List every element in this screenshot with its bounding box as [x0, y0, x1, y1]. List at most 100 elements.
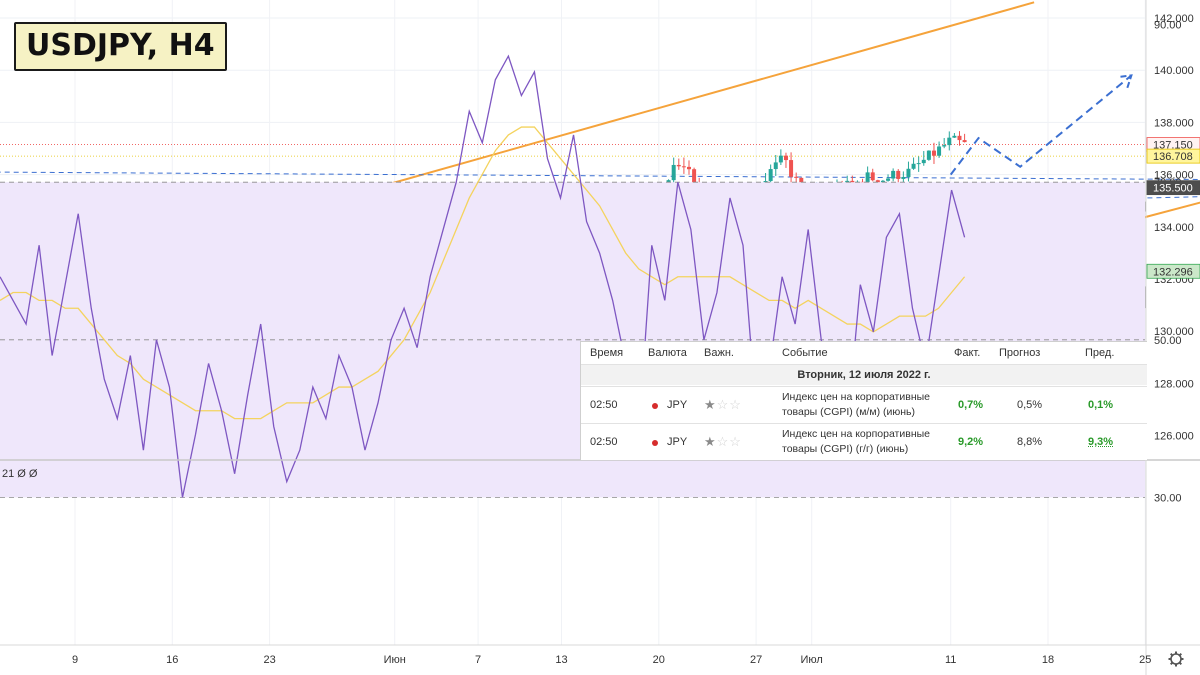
settings-gear-icon[interactable] [1168, 651, 1184, 667]
candle-body [681, 166, 686, 168]
candle-body [937, 146, 942, 156]
jpy-flag-icon [652, 403, 658, 409]
x-tick-label: 27 [750, 654, 762, 666]
header-event: Событие [782, 347, 828, 359]
candle-body [676, 164, 681, 167]
candle-body [799, 177, 804, 184]
y-tick-label: 50.00 [1154, 335, 1182, 347]
candle-body [692, 169, 697, 184]
candle-body [901, 176, 906, 179]
candle-body [916, 163, 921, 165]
x-tick-label: 13 [555, 654, 567, 666]
event-forecast: 0,5% [1017, 399, 1043, 411]
price-label: 132.296 [1153, 266, 1193, 278]
header-importance: Важн. [704, 347, 734, 359]
event-row[interactable]: 02:50 JPY ★☆☆ Индекс цен на корпоративны… [581, 423, 1147, 461]
rsi-legend: 21 Ø Ø [2, 468, 38, 480]
event-time: 02:50 [590, 436, 618, 448]
event-currency: JPY [667, 399, 688, 411]
candle-body [870, 172, 875, 181]
event-actual: 0,7% [958, 399, 984, 411]
y-tick-label: 126.000 [1154, 431, 1194, 443]
event-previous: 9,3% [1088, 436, 1114, 448]
projection-arrowhead [1118, 74, 1133, 89]
candle-body [926, 150, 931, 160]
candle-body [942, 145, 947, 147]
projection-path [949, 74, 1133, 176]
x-tick-label: Июн [384, 654, 406, 666]
event-title: Индекс цен на корпоративные товары (CGPI… [782, 428, 930, 455]
candle-body [906, 168, 911, 177]
y-tick-label: 90.00 [1154, 20, 1182, 32]
gear-tooth [1169, 661, 1174, 666]
header-previous: Пред. [1085, 347, 1115, 359]
candle-body [931, 150, 936, 156]
importance-stars-icon: ★☆☆ [704, 397, 742, 412]
candle-body [952, 135, 957, 138]
y-tick-label: 30.00 [1154, 492, 1182, 504]
economic-calendar-table: Время Валюта Важн. Событие Факт. Прогноз… [580, 341, 1147, 460]
candle-body [957, 135, 962, 141]
trend-line [0, 171, 1200, 180]
events-header-row: Время Валюта Важн. Событие Факт. Прогноз… [581, 342, 1147, 365]
y-tick-label: 130.000 [1154, 326, 1194, 338]
candle-body [886, 178, 891, 181]
chart-title: USDJPY, H4 [14, 22, 227, 71]
candle-body [896, 170, 901, 179]
event-row[interactable]: 02:50 JPY ★☆☆ Индекс цен на корпоративны… [581, 386, 1147, 424]
price-label: 135.500 [1153, 183, 1193, 195]
candle-body [911, 163, 916, 169]
price-label: 137.150 [1153, 140, 1193, 152]
events-date-row: Вторник, 12 июля 2022 г. [581, 365, 1147, 385]
candle-body [947, 137, 952, 146]
x-tick-label: 9 [72, 654, 78, 666]
candle-body [891, 170, 896, 179]
x-tick-label: 16 [166, 654, 178, 666]
x-tick-label: Июл [801, 654, 823, 666]
header-currency: Валюта [648, 347, 687, 359]
gear-tooth [1178, 661, 1183, 666]
candle-body [921, 159, 926, 164]
header-forecast: Прогноз [999, 347, 1041, 359]
gear-tooth [1178, 652, 1183, 657]
gear-tooth [1169, 652, 1174, 657]
y-tick-label: 140.000 [1154, 65, 1194, 77]
y-tick-label: 128.000 [1154, 378, 1194, 390]
event-time: 02:50 [590, 399, 618, 411]
candle-body [865, 172, 870, 185]
jpy-flag-icon [652, 440, 658, 446]
y-tick-label: 138.000 [1154, 117, 1194, 129]
candle-body [789, 160, 794, 177]
rsi-ma-line [0, 126, 966, 420]
x-tick-label: 7 [475, 654, 481, 666]
x-tick-label: 23 [263, 654, 275, 666]
candle-body [687, 166, 691, 170]
candle-body [773, 162, 778, 170]
candle-body [962, 140, 967, 143]
x-tick-label: 25 [1139, 654, 1151, 666]
rsi-line [0, 54, 966, 498]
candle-body [768, 169, 773, 182]
importance-stars-icon: ★☆☆ [704, 434, 742, 449]
y-tick-label: 134.000 [1154, 222, 1194, 234]
candle-body [671, 164, 676, 181]
x-tick-label: 20 [653, 654, 665, 666]
event-forecast: 8,8% [1017, 436, 1043, 448]
x-tick-label: 18 [1042, 654, 1054, 666]
header-actual: Факт. [954, 347, 981, 359]
header-time: Время [590, 347, 624, 359]
candle-body [794, 176, 799, 178]
event-previous: 0,1% [1088, 399, 1114, 411]
price-label-box [1146, 263, 1200, 279]
event-actual: 9,2% [958, 436, 984, 448]
price-label-box [1146, 180, 1200, 196]
price-label-box [1146, 148, 1200, 164]
gear-ring [1170, 653, 1182, 665]
candle-body [778, 155, 783, 163]
y-tick-label: 136.000 [1154, 170, 1194, 182]
candle-body [783, 155, 788, 161]
x-tick-label: 11 [945, 654, 956, 666]
event-title: Индекс цен на корпоративные товары (CGPI… [782, 391, 930, 418]
